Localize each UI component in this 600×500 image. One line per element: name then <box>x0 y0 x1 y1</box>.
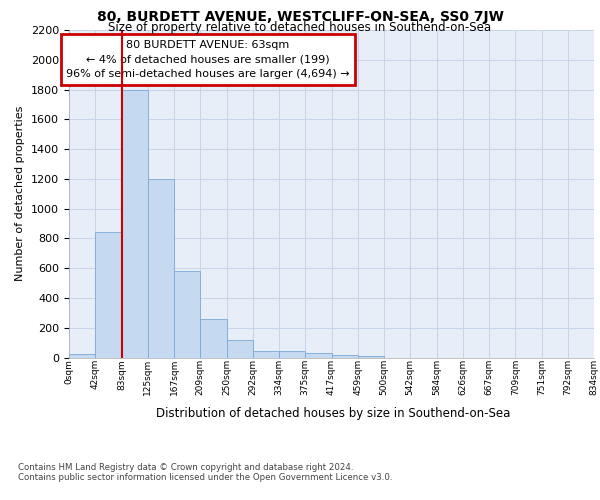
Text: 80 BURDETT AVENUE: 63sqm
← 4% of detached houses are smaller (199)
96% of semi-d: 80 BURDETT AVENUE: 63sqm ← 4% of detache… <box>67 40 350 80</box>
Bar <box>331 354 358 358</box>
Text: Size of property relative to detached houses in Southend-on-Sea: Size of property relative to detached ho… <box>109 21 491 34</box>
Bar <box>200 319 227 358</box>
Bar <box>358 356 384 358</box>
Bar <box>95 232 121 358</box>
Bar <box>121 90 148 358</box>
Bar <box>253 351 279 358</box>
Text: Contains HM Land Registry data © Crown copyright and database right 2024.: Contains HM Land Registry data © Crown c… <box>18 462 353 471</box>
Bar <box>174 271 200 358</box>
Bar <box>148 179 174 358</box>
Bar <box>305 353 331 358</box>
Text: 80, BURDETT AVENUE, WESTCLIFF-ON-SEA, SS0 7JW: 80, BURDETT AVENUE, WESTCLIFF-ON-SEA, SS… <box>97 10 503 24</box>
Text: Contains public sector information licensed under the Open Government Licence v3: Contains public sector information licen… <box>18 472 392 482</box>
Bar <box>69 354 95 358</box>
Y-axis label: Number of detached properties: Number of detached properties <box>16 106 25 282</box>
Text: Distribution of detached houses by size in Southend-on-Sea: Distribution of detached houses by size … <box>156 408 510 420</box>
Bar <box>227 340 253 357</box>
Bar <box>279 351 305 358</box>
